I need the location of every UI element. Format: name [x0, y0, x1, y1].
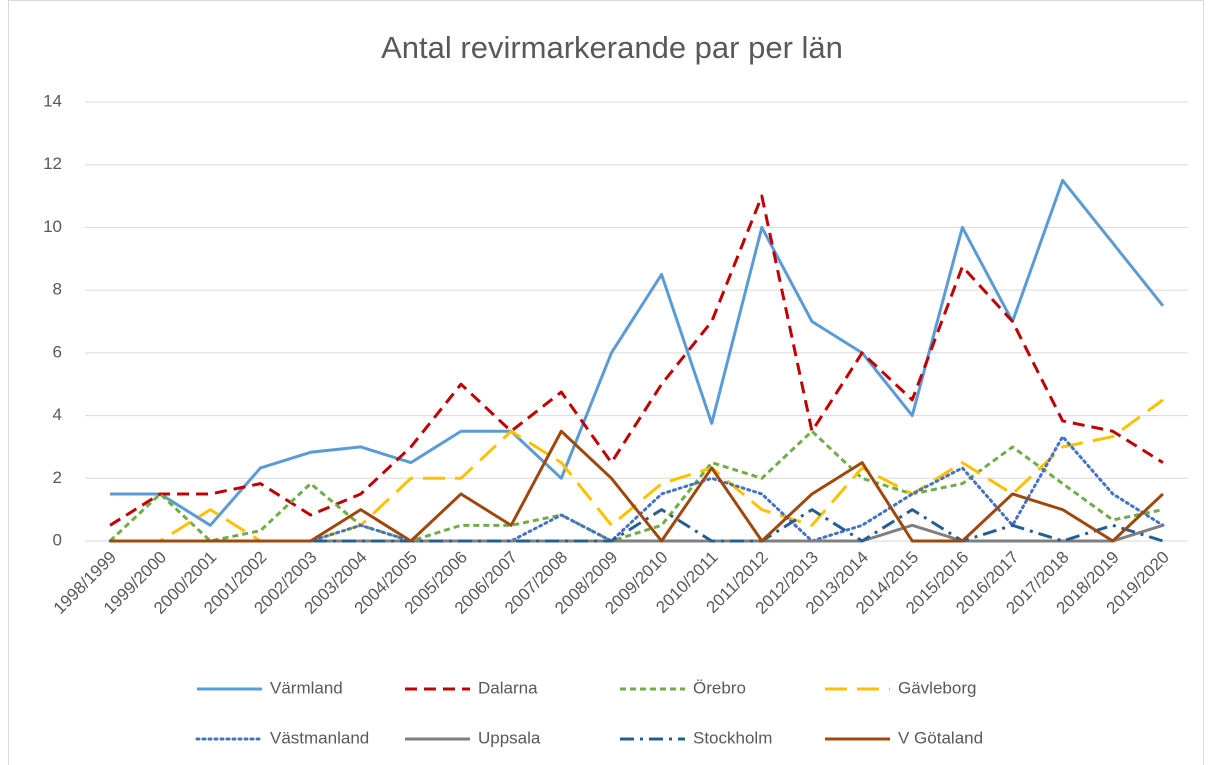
series-line — [109, 194, 1164, 527]
legend-label: Örebro — [693, 678, 746, 697]
y-tick-label: 4 — [53, 405, 62, 424]
legend-label: Gävleborg — [898, 678, 976, 697]
series-line — [110, 429, 1164, 543]
legend-label: Uppsala — [478, 728, 541, 747]
y-tick-label: 2 — [53, 468, 62, 487]
y-tick-label: 6 — [53, 342, 62, 361]
legend-label: Dalarna — [478, 678, 538, 697]
y-tick-label: 14 — [43, 91, 62, 110]
chart-area — [8, 0, 1204, 765]
legend-label: V Götaland — [898, 728, 983, 747]
y-tick-label: 0 — [53, 530, 62, 549]
y-tick-label: 10 — [43, 217, 62, 236]
chart-title: Antal revirmarkerande par per län — [381, 30, 843, 65]
series-line — [109, 429, 1164, 543]
legend-label: Stockholm — [693, 728, 772, 747]
series-line — [110, 178, 1165, 527]
legend-label: Västmanland — [270, 728, 369, 747]
legend-label: Värmland — [270, 678, 343, 697]
y-tick-label: 12 — [43, 154, 62, 173]
y-tick-label: 8 — [53, 280, 62, 299]
